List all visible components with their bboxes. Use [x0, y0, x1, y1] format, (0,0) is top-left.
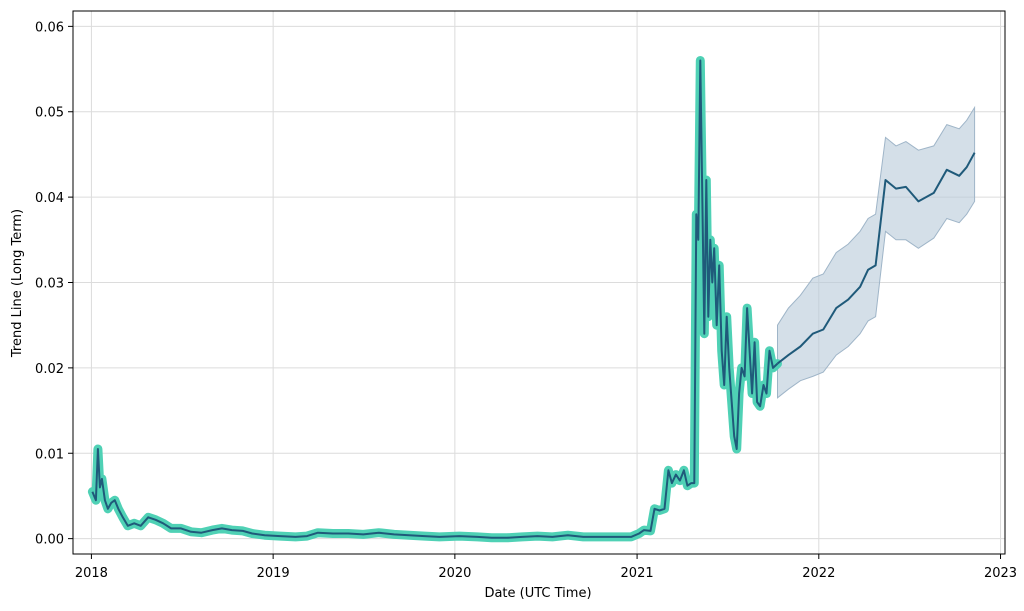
x-tick-label: 2022 — [802, 566, 835, 581]
x-axis-ticks: 2018 2019 2020 2021 2022 2023 — [75, 554, 1017, 581]
y-tick-label: 0.00 — [35, 533, 64, 548]
y-axis-label: Trend Line (Long Term) — [10, 209, 25, 358]
forecast-line — [776, 152, 976, 365]
y-tick-label: 0.01 — [35, 447, 64, 462]
y-tick-label: 0.02 — [35, 362, 64, 377]
y-tick-label: 0.04 — [35, 191, 64, 206]
y-axis-ticks: 0.00 0.01 0.02 0.03 0.04 0.05 0.06 — [35, 20, 73, 548]
y-tick-label: 0.06 — [35, 20, 64, 35]
x-tick-label: 2023 — [984, 566, 1017, 581]
x-tick-label: 2020 — [438, 566, 471, 581]
historical-series — [87, 56, 782, 543]
x-tick-label: 2019 — [257, 566, 290, 581]
historical-line — [91, 59, 779, 539]
forecast-series — [776, 152, 976, 365]
y-tick-label: 0.05 — [35, 106, 64, 121]
x-tick-label: 2021 — [621, 566, 654, 581]
x-tick-label: 2018 — [75, 566, 108, 581]
y-tick-label: 0.03 — [35, 277, 64, 292]
x-axis-label: Date (UTC Time) — [484, 586, 591, 601]
